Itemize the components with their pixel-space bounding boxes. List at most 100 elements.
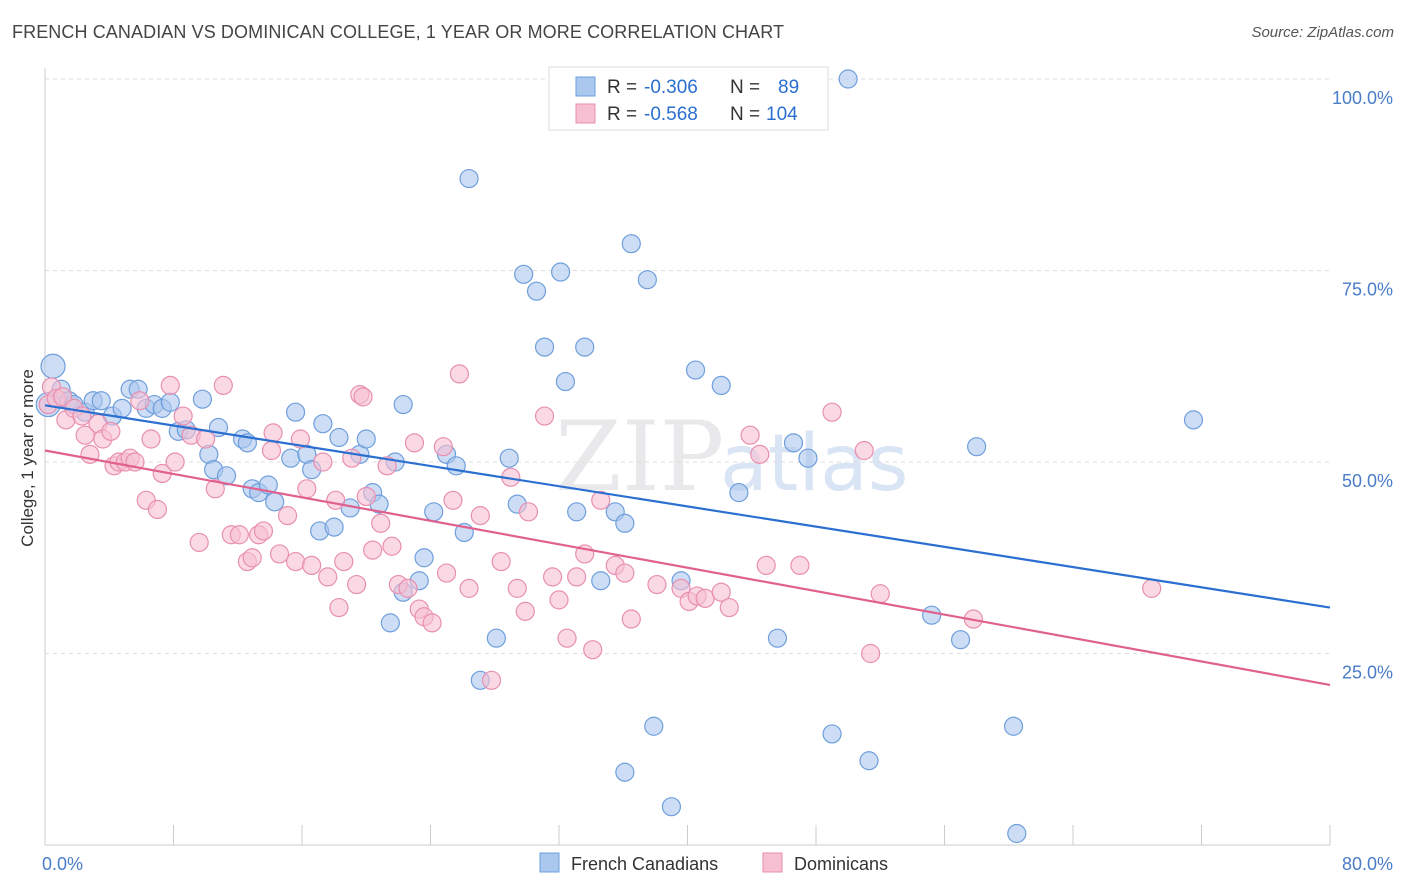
dominican-point-22 [160, 375, 180, 395]
dominican-point-35 [253, 521, 274, 541]
y-tick-label-0: 100.0% [1332, 88, 1393, 108]
dominican-point-38 [277, 506, 298, 526]
french-canadian-point-80 [838, 69, 858, 89]
dominican-point-53 [371, 513, 391, 533]
french-canadian-point-57 [514, 264, 534, 284]
dominican-point-37 [269, 544, 290, 564]
dominican-point-27 [196, 429, 216, 449]
dominican-point-64 [443, 490, 463, 510]
french-canadian-point-77 [783, 433, 804, 453]
dominican-point-71 [507, 578, 527, 598]
trend-lines [44, 404, 1331, 686]
dominican-point-75 [542, 567, 563, 587]
french-canadian-point-58 [526, 281, 547, 301]
french-canadian-point-59 [534, 337, 555, 357]
french-canadian-point-85 [1003, 716, 1024, 736]
dominican-point-23 [165, 452, 185, 472]
french-canadian-point-34 [313, 414, 333, 434]
bottom-legend-dominicans: Dominicans [794, 854, 888, 874]
legend-swatch-pink [575, 103, 596, 124]
french-canadian-point-28 [265, 492, 285, 512]
dominican-point-94 [756, 555, 776, 576]
source-credit: Source: ZipAtlas.com [1251, 24, 1394, 41]
dominican-point-102 [353, 387, 373, 407]
french-canadian-point-22 [216, 466, 237, 486]
dominican-point-97 [854, 440, 874, 461]
dominican-point-17 [130, 391, 150, 411]
dominican-point-80 [583, 640, 603, 660]
dominican-point-67 [470, 506, 490, 526]
french-canadian-point-79 [822, 724, 842, 744]
dominican-point-40 [290, 429, 310, 449]
tick-labels: 100.0% 75.0% 50.0% 25.0% 0.0% 80.0% [42, 88, 1393, 874]
french-canadian-point-83 [950, 630, 971, 650]
dominican-point-78 [567, 567, 587, 587]
dominican-point-51 [356, 486, 376, 507]
french-canadian-point-67 [615, 762, 635, 782]
dominican-point-72 [515, 601, 535, 621]
legend-r-value-1: -0.306 [644, 77, 698, 98]
dominican-point-29 [213, 375, 233, 395]
y-tick-label-1: 75.0% [1342, 280, 1393, 300]
french-canadian-point-60 [551, 262, 571, 282]
french-canadian-point-39 [356, 429, 376, 449]
dominican-point-41 [297, 479, 317, 499]
french-canadian-point-36 [329, 427, 349, 448]
dominican-point-65 [449, 364, 470, 384]
correlation-legend: R = -0.306 N = 89 R = -0.568 N = 104 [548, 66, 829, 131]
french-canadian-point-71 [661, 797, 682, 817]
dominican-point-90 [711, 582, 731, 602]
legend-r-label-2: R = [607, 104, 637, 125]
dominican-point-54 [377, 456, 397, 476]
dominican-point-52 [363, 540, 383, 560]
bottom-legend-french-canadians: French Canadians [571, 854, 718, 874]
dominican-point-73 [518, 502, 539, 522]
french-canadian-point-29 [281, 448, 301, 468]
french-canadian-point-74 [711, 375, 731, 395]
french-canadian-point-7 [91, 391, 111, 411]
trend-line-dominicans [44, 449, 1331, 686]
dominican-point-33 [242, 548, 262, 568]
french-canadian-point-86 [1007, 823, 1027, 844]
french-canadian-point-15 [160, 392, 180, 412]
french-canadian-point-87 [1183, 410, 1204, 430]
dominican-point-58 [404, 433, 425, 453]
legend-r-label-1: R = [607, 77, 637, 98]
dominican-point-3 [53, 387, 73, 407]
dominican-point-44 [318, 567, 338, 587]
french-canadian-point-70 [644, 716, 664, 736]
bottom-legend-swatch-pink [762, 852, 783, 873]
french-canadian-point-76 [767, 628, 788, 648]
series-legend: French Canadians Dominicans [539, 852, 888, 874]
french-canadian-point-63 [575, 337, 595, 357]
dominican-point-24 [173, 406, 193, 426]
dominican-point-36 [261, 440, 282, 461]
x-tick-label-0: 0.0% [42, 854, 83, 874]
french-canadian-point-55 [499, 448, 519, 468]
chart-title: FRENCH CANADIAN VS DOMINICAN COLLEGE, 1 … [12, 22, 785, 42]
french-canadian-point-44 [393, 394, 413, 415]
french-canadian-point-84 [967, 437, 987, 457]
dominican-point-85 [647, 574, 667, 595]
dominican-point-83 [615, 563, 635, 583]
dominican-point-39 [285, 551, 306, 572]
french-canadian-point-1 [40, 353, 66, 379]
dominican-point-74 [534, 406, 555, 426]
dominican-point-46 [329, 597, 349, 618]
dominican-point-89 [695, 588, 715, 608]
dominican-point-47 [334, 551, 354, 572]
dominican-point-49 [347, 574, 367, 595]
dominican-point-93 [750, 444, 770, 464]
dominican-point-69 [491, 551, 511, 572]
dominican-point-43 [313, 452, 333, 472]
y-tick-label-2: 50.0% [1342, 471, 1393, 491]
dominican-point-77 [557, 628, 577, 648]
dominican-point-57 [398, 578, 418, 598]
y-tick-label-3: 25.0% [1342, 663, 1393, 683]
dominican-point-19 [141, 429, 161, 449]
dominican-point-95 [790, 555, 810, 576]
dominican-point-62 [433, 437, 453, 457]
dominican-point-81 [591, 490, 611, 510]
watermark-zip: ZIP [555, 401, 724, 513]
french-canadian-point-9 [112, 398, 132, 418]
